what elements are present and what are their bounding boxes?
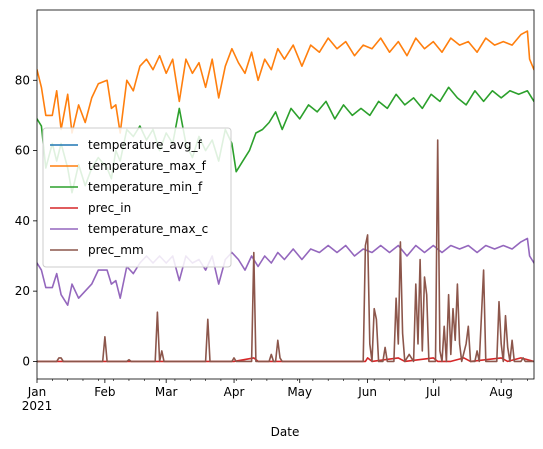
x-tick-label: Apr: [224, 385, 245, 399]
series-line-temperature-max-f: [37, 30, 534, 134]
legend-label: temperature_max_f: [88, 159, 207, 173]
legend: temperature_avg_f temperature_max_ftemper…: [42, 127, 232, 268]
legend-label: temperature_avg_f: [88, 138, 203, 152]
y-tick-label: 80: [15, 73, 30, 87]
legend-label: temperature_min_f: [88, 180, 203, 194]
x-tick-label: Aug: [489, 385, 512, 399]
y-tick-label: 0: [22, 354, 30, 368]
x-tick-sublabel: 2021: [22, 399, 53, 413]
plot-frame: [36, 9, 535, 380]
x-tick-label: Mar: [155, 385, 178, 399]
x-axis-title: Date: [271, 425, 300, 439]
x-tick-label: Jan: [27, 385, 47, 399]
series-line-temperature-max-c: [37, 237, 534, 306]
legend-label: prec_in: [88, 201, 131, 215]
legend-label: prec_mm: [88, 243, 144, 257]
legend-box: [42, 127, 232, 268]
y-tick-label: 40: [15, 214, 30, 228]
y-tick-label: 60: [15, 144, 30, 158]
y-tick-label: 20: [15, 284, 30, 298]
y-axis: 0 20 40 60 80: [15, 73, 37, 368]
x-tick-label: Feb: [94, 385, 115, 399]
legend-label: temperature_max_c: [88, 222, 208, 236]
series-line-prec-mm: [37, 139, 534, 363]
x-tick-label: Jun: [357, 385, 377, 399]
x-tick-label: May: [287, 385, 312, 399]
x-tick-label: Jul: [425, 385, 440, 399]
series-line-prec-in: [37, 357, 534, 363]
